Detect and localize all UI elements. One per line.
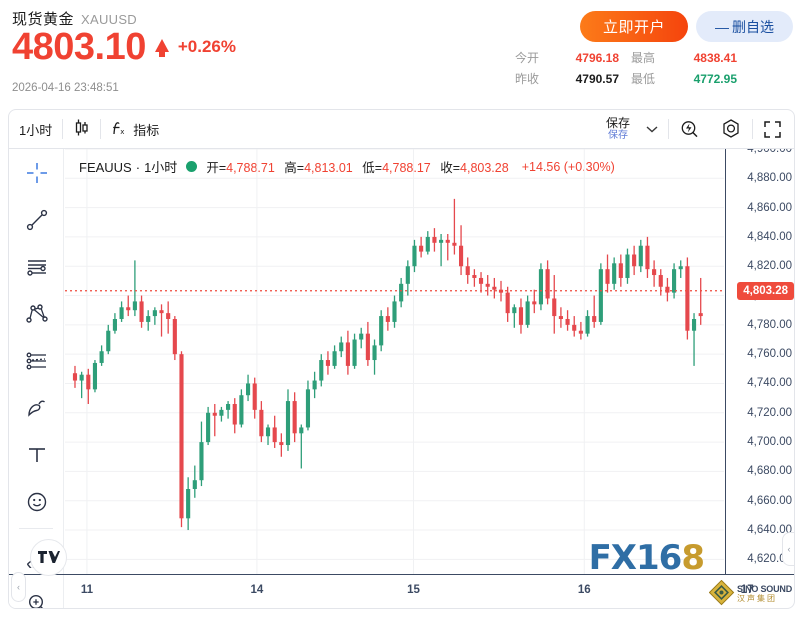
price-axis-label: 4,660.00	[747, 494, 792, 507]
price-axis-label: 4,760.00	[747, 348, 792, 361]
price-axis-label: 4,620.00	[747, 553, 792, 566]
text-icon[interactable]	[9, 431, 64, 478]
tradingview-logo-icon[interactable]	[30, 539, 67, 576]
stat-value-high: 4838.41	[693, 50, 737, 65]
fx168-watermark: FX168	[588, 538, 705, 578]
price-axis-label: 4,680.00	[747, 465, 792, 478]
horizontal-lines-icon[interactable]	[9, 243, 64, 290]
legend-status-dot	[186, 161, 198, 172]
lightning-search-icon[interactable]	[669, 119, 710, 140]
time-axis-label: 11	[80, 584, 93, 596]
save-label: 保存	[605, 116, 630, 130]
minus-icon: —	[715, 18, 729, 35]
sino-diamond-icon	[708, 580, 735, 606]
svg-text:x: x	[121, 128, 125, 136]
instrument-code: XAUUSD	[81, 12, 137, 27]
candlestick-plot[interactable]	[65, 149, 724, 574]
chart-legend: FEAUUS · 1小时 开=4,788.71 高=4,813.01 低=4,788…	[79, 157, 615, 176]
chart-scroll-handle-left[interactable]: ‹	[11, 572, 26, 602]
toolbar-right-group: 保存 保存	[600, 110, 794, 148]
price-axis-label: 4,820.00	[747, 260, 792, 273]
price-axis-label: 4,880.00	[747, 172, 792, 185]
save-button[interactable]: 保存 保存	[600, 116, 636, 142]
crosshair-icon[interactable]	[9, 149, 64, 196]
indicators-button[interactable]: x 指标	[101, 110, 169, 148]
candlestick-icon	[73, 118, 90, 140]
gear-hexagon-icon[interactable]	[710, 118, 752, 140]
price-axis-label: 4,700.00	[747, 436, 792, 449]
time-axis-label: 15	[407, 584, 420, 596]
price-axis-label: 4,720.00	[747, 406, 792, 419]
instrument-name: 现货黄金	[12, 11, 75, 28]
zoom-in-icon[interactable]	[9, 579, 64, 608]
chart-container: FEAUUS · 1小时 开=4,788.71 高=4,813.01 低=4,788…	[8, 149, 795, 609]
time-axis-label: 17	[740, 584, 754, 596]
arrow-up-icon	[154, 38, 169, 57]
chevron-down-icon[interactable]	[636, 120, 668, 138]
sidebar-divider-1	[19, 528, 53, 529]
time-axis-label: 16	[577, 584, 591, 596]
page-header: 现货黄金 XAUUSD 4803.10 +0.26% 2026-04-16 23…	[0, 0, 803, 107]
legend-symbol: FEAUUS · 1小时	[79, 160, 178, 175]
change-percent: +0.26%	[177, 37, 237, 56]
chart-scroll-handle-right[interactable]: ‹	[782, 532, 794, 566]
price-axis-label: 4,860.00	[747, 201, 792, 214]
stat-value-open: 4796.18	[575, 50, 619, 65]
remove-favorite-label: 删自选	[732, 18, 774, 35]
toolbar-divider-3	[668, 119, 669, 139]
stat-label-prevclose: 昨收	[514, 72, 539, 86]
time-axis[interactable]: 11 14 15 16 17	[9, 574, 794, 608]
toolbar-divider	[62, 119, 64, 139]
stat-value-low: 4772.95	[693, 71, 737, 86]
last-price: 4803.10	[12, 26, 146, 68]
fx-icon: x	[111, 119, 128, 140]
drawing-toolbar	[9, 149, 64, 608]
price-axis[interactable]: 4,900.00 4,880.00 4,860.00 4,840.00 4,820.00…	[725, 149, 794, 574]
sino-sound-logo: SiNO SOUND 汉声集团	[708, 580, 792, 606]
fullscreen-icon[interactable]	[753, 120, 794, 139]
instrument-title: 现货黄金 XAUUSD	[12, 8, 137, 29]
open-account-button[interactable]: 立即开户	[580, 11, 688, 42]
trend-line-icon[interactable]	[9, 196, 64, 243]
price-axis-label: 4,640.00	[747, 524, 792, 537]
time-axis-label: 14	[250, 584, 264, 596]
quote-timestamp: 2026-04-16 23:48:51	[12, 82, 119, 94]
quote-stats: 今开 4796.18 最高 4838.41 昨收 4790.57 最低 4772…	[505, 49, 795, 87]
save-sub-label: 保存	[607, 130, 628, 141]
interval-selector[interactable]: 1小时	[19, 122, 53, 138]
price-axis-label: 4,740.00	[747, 377, 792, 390]
chart-type-button[interactable]	[63, 110, 100, 148]
sino-line1: SiNO SOUND	[736, 583, 792, 594]
current-price-badge: 4,803.28	[737, 281, 794, 300]
remove-favorite-button[interactable]: — 删自选	[696, 11, 793, 42]
emoji-icon[interactable]	[9, 478, 64, 525]
toolbar-divider-2	[100, 119, 102, 139]
price-axis-label: 4,900.00	[747, 149, 792, 155]
brush-icon[interactable]	[9, 384, 64, 431]
pitchfork-icon[interactable]	[9, 290, 64, 337]
price-axis-label: 4,780.00	[747, 318, 792, 331]
stat-label-open: 今开	[514, 51, 539, 65]
plot-svg	[65, 149, 724, 574]
sino-line2: 汉声集团	[736, 593, 777, 603]
toolbar-divider-4	[752, 119, 753, 139]
price-axis-label: 4,840.00	[747, 230, 792, 243]
stat-value-prevclose: 4790.57	[575, 71, 619, 86]
chart-toolbar: 1小时 x 指	[8, 109, 795, 149]
indicators-label: 指标	[133, 122, 160, 138]
stat-label-low: 最低	[630, 72, 655, 86]
stat-label-high: 最高	[630, 51, 655, 65]
fib-retracement-icon[interactable]	[9, 337, 64, 384]
price-block: 4803.10 +0.26%	[12, 28, 236, 66]
legend-change: +14.56 (+0.30%)	[521, 159, 615, 174]
legend-ohlc: 开=4,788.71 高=4,813.01 低=4,788.17 收=4,803…	[206, 161, 509, 175]
